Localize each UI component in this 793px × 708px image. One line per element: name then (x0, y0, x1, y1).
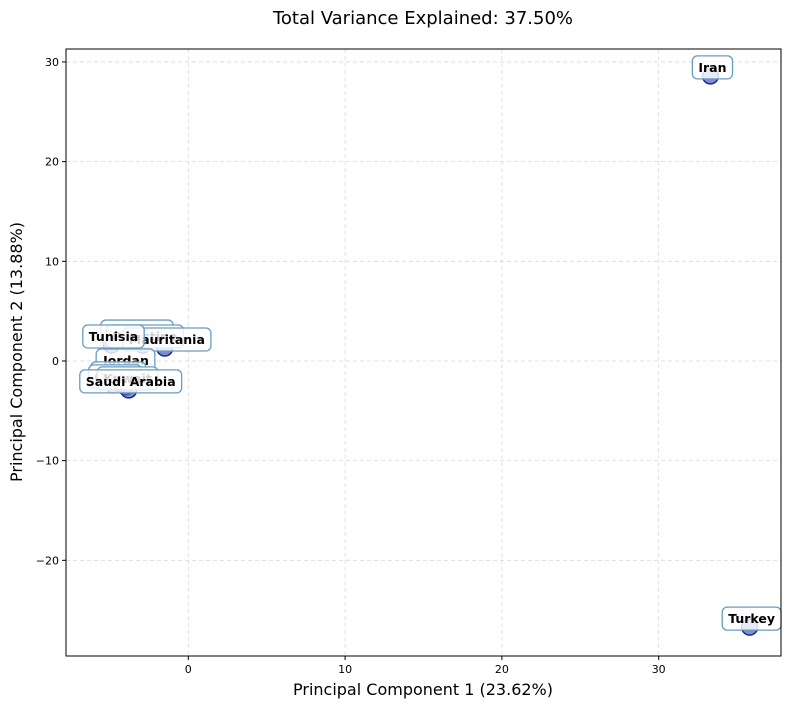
point-label-text: Turkey (728, 611, 775, 626)
point-label-box (82, 324, 145, 349)
point-label: Saudi Arabia (79, 369, 183, 394)
y-axis-title: Principal Component 2 (13.88%) (7, 222, 26, 482)
x-tick-label: 10 (338, 663, 352, 676)
x-tick-label: 0 (185, 663, 192, 676)
point-label: Iran (691, 55, 734, 80)
point-label: Turkey (721, 606, 782, 631)
point-label-text: Saudi Arabia (86, 374, 176, 389)
y-tick-label: 20 (45, 156, 59, 169)
chart-title: Total Variance Explained: 37.50% (272, 8, 573, 29)
point-label-text: Tunisia (89, 329, 138, 344)
y-tick-label: −10 (36, 455, 59, 468)
point-label-text: Iran (698, 60, 726, 75)
y-tick-label: 30 (45, 56, 59, 69)
x-tick-label: 30 (652, 663, 666, 676)
x-tick-label: 20 (495, 663, 509, 676)
point-label-text: Mauritania (129, 332, 205, 347)
point-label-box (691, 55, 734, 80)
plot-frame (65, 48, 782, 657)
point-label-box (79, 369, 183, 394)
y-tick-label: −20 (36, 554, 59, 567)
x-axis-title: Principal Component 1 (23.62%) (293, 680, 553, 699)
y-tick-label: 10 (45, 255, 59, 268)
point-label: Tunisia (82, 324, 145, 349)
y-tick-label: 0 (52, 355, 59, 368)
